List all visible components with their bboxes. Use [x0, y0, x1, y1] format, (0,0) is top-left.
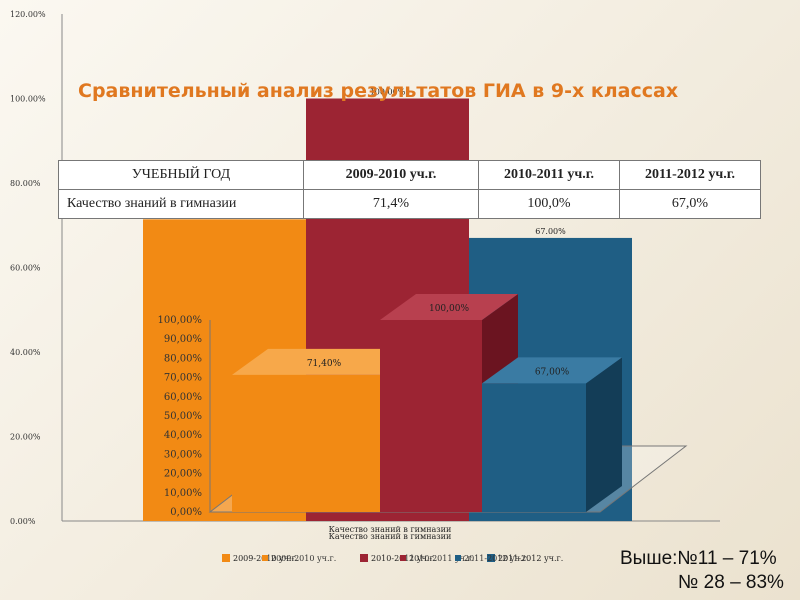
- table-header-cell: УЧЕБНЫЙ ГОД: [58, 160, 304, 190]
- y-tick-label: 60,00%: [164, 392, 202, 403]
- y-tick-label: 100,00%: [158, 315, 203, 326]
- bar: [380, 320, 482, 512]
- data-label: 100.00%: [370, 88, 406, 97]
- legend-label: 2011-2012 уч.г.: [464, 554, 529, 563]
- note-line-1: Выше:№11 – 71%: [620, 548, 777, 569]
- y-tick-label: 20.00%: [10, 433, 41, 442]
- slide-title: Сравнительный анализ результатов ГИА в 9…: [78, 80, 679, 102]
- y-tick-label: 40,00%: [164, 430, 202, 441]
- data-label: 100,00%: [429, 304, 469, 314]
- table-cell: 100,0%: [478, 189, 620, 219]
- legend-swatch: [487, 554, 495, 562]
- data-label: 67.00%: [535, 227, 566, 236]
- legend-swatch: [455, 555, 461, 561]
- note-line-2: № 28 – 83%: [678, 572, 784, 593]
- table-header-cell: 2010-2011 уч.г.: [478, 160, 620, 190]
- bar-side: [586, 357, 622, 512]
- legend-label: 2010-2011 уч.г.: [409, 554, 474, 563]
- table-row: Качество знаний в гимназии 71,4% 100,0% …: [58, 189, 761, 219]
- table-header-cell: 2009-2010 уч.г.: [303, 160, 479, 190]
- bar-top: [232, 348, 416, 375]
- inner-3d-bar-chart: 0,00% 10,00% 20,00% 30,00% 40,00% 50,00% 60,00…: [158, 294, 688, 563]
- legend-swatch: [222, 554, 230, 562]
- y-tick-label: 120.00%: [10, 10, 46, 19]
- y-tick-label: 90,00%: [164, 334, 202, 345]
- table-header-cell: 2011-2012 уч.г.: [619, 160, 761, 190]
- legend-swatch: [360, 554, 368, 562]
- x-tick-label: Качество знаний в гимназии: [329, 525, 452, 534]
- bar: [232, 374, 380, 512]
- y-tick-label: 30,00%: [164, 449, 202, 460]
- data-label: 71,40%: [307, 359, 342, 369]
- table-header-row: УЧЕБНЫЙ ГОД 2009-2010 уч.г. 2010-2011 уч…: [58, 160, 761, 190]
- results-table: УЧЕБНЫЙ ГОД 2009-2010 уч.г. 2010-2011 уч…: [58, 160, 761, 219]
- y-tick-label: 80.00%: [10, 179, 41, 188]
- legend-swatch: [262, 555, 268, 561]
- bar: [482, 383, 586, 512]
- y-tick-label: 80,00%: [164, 353, 202, 364]
- legend-swatch: [400, 555, 406, 561]
- data-label: 67,00%: [535, 367, 570, 377]
- y-tick-label: 20,00%: [164, 469, 202, 480]
- y-tick-label: 100.00%: [10, 95, 46, 104]
- legend-label: 2011-2012 уч.г.: [498, 554, 563, 563]
- y-tick-label: 60.00%: [10, 264, 41, 273]
- table-cell: Качество знаний в гимназии: [58, 189, 304, 219]
- bar-top: [380, 294, 518, 320]
- y-tick-label: 0.00%: [10, 517, 36, 526]
- table-cell: 71,4%: [303, 189, 479, 219]
- bar-top: [482, 357, 622, 384]
- y-tick-label: 10,00%: [164, 488, 202, 499]
- y-tick-label: 40.00%: [10, 348, 41, 357]
- table-cell: 67,0%: [619, 189, 761, 219]
- y-tick-label: 0,00%: [170, 507, 202, 518]
- x-tick-label: Качество знаний в гимназии: [329, 532, 452, 541]
- y-tick-label: 50,00%: [164, 411, 202, 422]
- y-tick-label: 70,00%: [164, 373, 202, 384]
- legend-label: 2009-2010 уч.г.: [271, 554, 336, 563]
